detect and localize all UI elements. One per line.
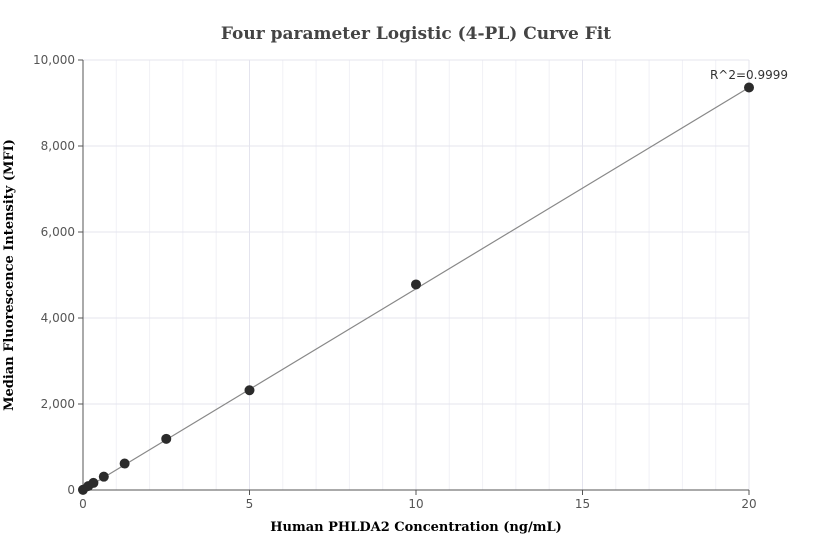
y-tick-label: 10,000 xyxy=(33,53,75,67)
data-point xyxy=(244,385,255,396)
data-point xyxy=(98,471,109,482)
y-axis-title: Median Fluorescence Intensity (MFI) xyxy=(2,139,17,411)
points-layer xyxy=(78,82,754,495)
axes-layer: 0 5 10 15 20 0 2,000 4,000 6,000 8,000 10,000 xyxy=(33,53,757,511)
data-point xyxy=(744,82,754,93)
r-squared-annotation: R^2=0.9999 xyxy=(710,68,788,82)
y-tick-label: 8,000 xyxy=(41,139,75,153)
x-axis-title: Human PHLDA2 Concentration (ng/mL) xyxy=(270,520,561,535)
data-point xyxy=(119,458,130,469)
x-tick-label: 5 xyxy=(246,497,254,511)
y-tick-label: 2,000 xyxy=(41,397,75,411)
y-tick-label: 6,000 xyxy=(41,225,75,239)
text-layer: Four parameter Logistic (4-PL) Curve Fit… xyxy=(2,24,788,535)
chart-title: Four parameter Logistic (4-PL) Curve Fit xyxy=(221,24,611,44)
x-tick-label: 0 xyxy=(79,497,87,511)
x-tick-label: 20 xyxy=(741,497,756,511)
grid-layer xyxy=(83,59,750,490)
y-tick-label: 0 xyxy=(67,483,75,497)
x-tick-label: 15 xyxy=(575,497,590,511)
data-point xyxy=(411,279,421,290)
x-tick-label: 10 xyxy=(408,497,423,511)
y-tick-label: 4,000 xyxy=(41,311,75,325)
data-point xyxy=(88,477,99,488)
data-point xyxy=(161,433,172,444)
